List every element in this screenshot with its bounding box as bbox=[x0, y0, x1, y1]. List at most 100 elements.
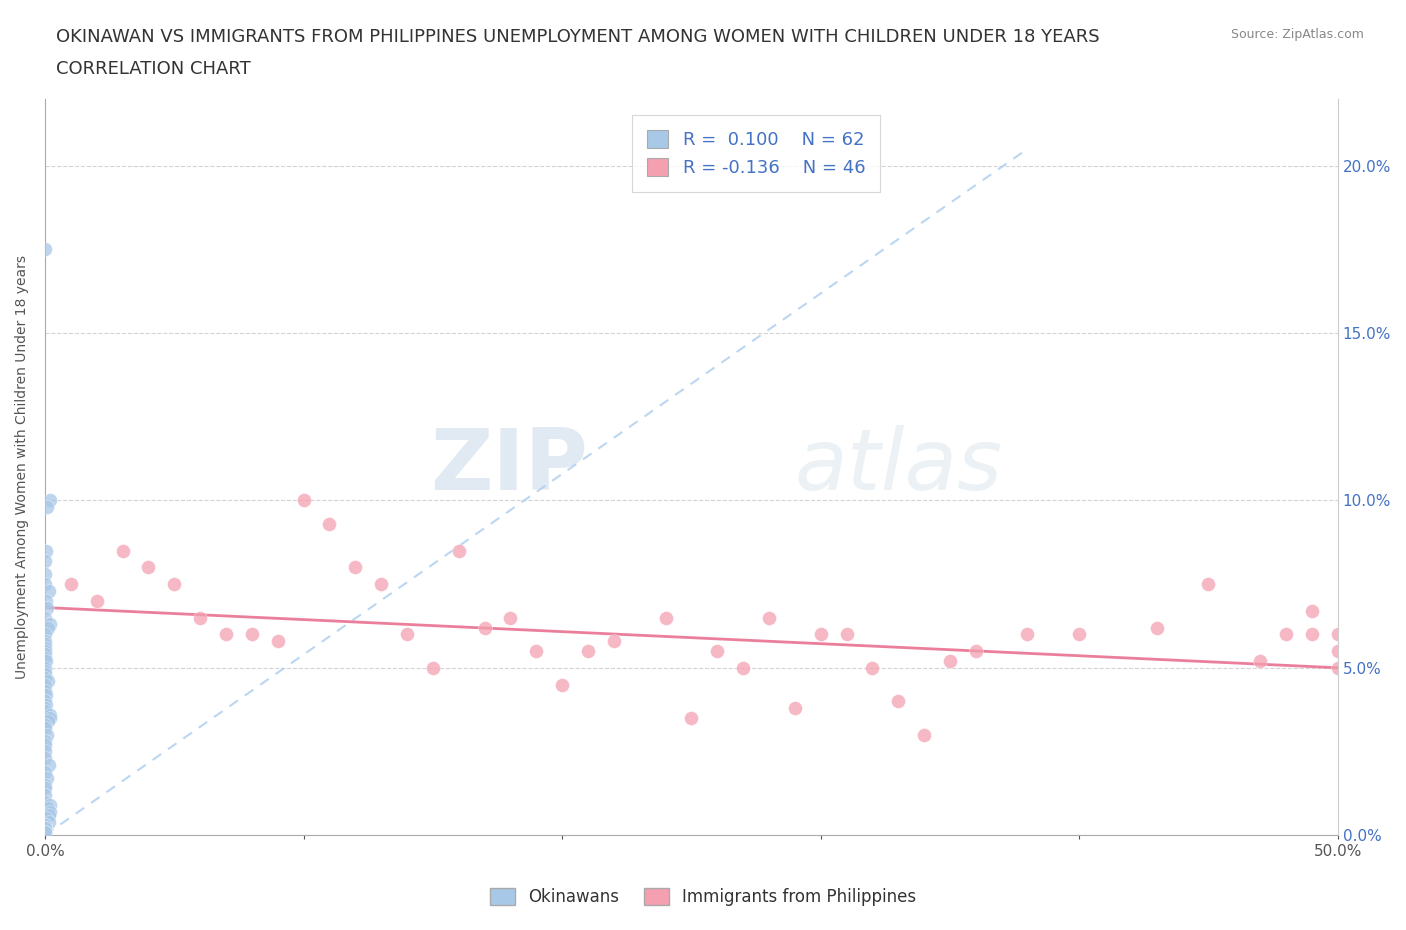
Point bbox=[38, 757, 60, 772]
Point bbox=[860, 660, 883, 675]
Point bbox=[138, 560, 160, 575]
Point bbox=[34, 660, 56, 675]
Point bbox=[1146, 620, 1168, 635]
Point bbox=[34, 627, 56, 642]
Point bbox=[35, 687, 58, 702]
Point bbox=[34, 734, 56, 749]
Point bbox=[35, 654, 58, 669]
Point bbox=[887, 694, 910, 709]
Point bbox=[38, 815, 60, 830]
Point bbox=[422, 660, 444, 675]
Point bbox=[34, 650, 56, 665]
Point bbox=[188, 610, 211, 625]
Text: atlas: atlas bbox=[794, 425, 1002, 509]
Point bbox=[810, 627, 832, 642]
Point bbox=[1017, 627, 1039, 642]
Point bbox=[447, 543, 470, 558]
Point bbox=[706, 644, 728, 658]
Point bbox=[34, 777, 56, 792]
Point bbox=[111, 543, 134, 558]
Point bbox=[1326, 644, 1348, 658]
Point bbox=[215, 627, 238, 642]
Point bbox=[38, 807, 60, 822]
Point bbox=[37, 801, 59, 816]
Point bbox=[318, 516, 340, 531]
Point bbox=[163, 577, 186, 591]
Point bbox=[912, 727, 935, 742]
Point bbox=[240, 627, 263, 642]
Point bbox=[34, 667, 56, 682]
Point bbox=[1275, 627, 1298, 642]
Point bbox=[38, 583, 60, 598]
Point bbox=[35, 811, 58, 826]
Point bbox=[34, 794, 56, 809]
Legend: Okinawans, Immigrants from Philippines: Okinawans, Immigrants from Philippines bbox=[482, 881, 924, 912]
Point bbox=[34, 744, 56, 759]
Point bbox=[34, 824, 56, 839]
Point bbox=[34, 242, 56, 257]
Point bbox=[1326, 627, 1348, 642]
Point bbox=[499, 610, 522, 625]
Point bbox=[34, 637, 56, 652]
Point bbox=[38, 711, 60, 725]
Point bbox=[34, 821, 56, 836]
Point bbox=[34, 694, 56, 709]
Point bbox=[1326, 660, 1348, 675]
Point bbox=[34, 553, 56, 568]
Point bbox=[38, 798, 60, 813]
Point bbox=[59, 577, 82, 591]
Point bbox=[292, 493, 315, 508]
Text: CORRELATION CHART: CORRELATION CHART bbox=[56, 60, 252, 78]
Point bbox=[266, 633, 288, 648]
Point bbox=[939, 654, 962, 669]
Point bbox=[37, 499, 59, 514]
Point bbox=[783, 700, 806, 715]
Point bbox=[474, 620, 496, 635]
Point bbox=[34, 764, 56, 779]
Point bbox=[34, 633, 56, 648]
Point bbox=[86, 593, 108, 608]
Point bbox=[34, 640, 56, 655]
Point bbox=[965, 644, 987, 658]
Point bbox=[835, 627, 858, 642]
Point bbox=[603, 633, 626, 648]
Point bbox=[38, 617, 60, 631]
Point bbox=[576, 644, 599, 658]
Point bbox=[34, 737, 56, 752]
Point bbox=[1198, 577, 1220, 591]
Point bbox=[34, 751, 56, 765]
Point bbox=[654, 610, 676, 625]
Point bbox=[37, 673, 59, 688]
Point bbox=[35, 771, 58, 786]
Point bbox=[1301, 627, 1323, 642]
Point bbox=[38, 707, 60, 722]
Point bbox=[35, 543, 58, 558]
Point bbox=[1249, 654, 1271, 669]
Point bbox=[34, 817, 56, 832]
Point bbox=[370, 577, 392, 591]
Point bbox=[37, 714, 59, 729]
Point bbox=[34, 644, 56, 658]
Point bbox=[34, 717, 56, 732]
Point bbox=[758, 610, 780, 625]
Point bbox=[34, 704, 56, 719]
Point bbox=[34, 577, 56, 591]
Text: Source: ZipAtlas.com: Source: ZipAtlas.com bbox=[1230, 28, 1364, 41]
Point bbox=[37, 620, 59, 635]
Point bbox=[551, 677, 574, 692]
Point bbox=[524, 644, 547, 658]
Point bbox=[344, 560, 367, 575]
Legend: R =  0.100    N = 62, R = -0.136    N = 46: R = 0.100 N = 62, R = -0.136 N = 46 bbox=[633, 115, 880, 192]
Point bbox=[34, 664, 56, 679]
Point bbox=[733, 660, 755, 675]
Point bbox=[34, 684, 56, 698]
Point bbox=[34, 610, 56, 625]
Point bbox=[35, 593, 58, 608]
Text: OKINAWAN VS IMMIGRANTS FROM PHILIPPINES UNEMPLOYMENT AMONG WOMEN WITH CHILDREN U: OKINAWAN VS IMMIGRANTS FROM PHILIPPINES … bbox=[56, 28, 1099, 46]
Point bbox=[34, 700, 56, 715]
Point bbox=[38, 493, 60, 508]
Point bbox=[38, 804, 60, 819]
Text: ZIP: ZIP bbox=[430, 425, 588, 509]
Point bbox=[35, 727, 58, 742]
Point bbox=[34, 647, 56, 662]
